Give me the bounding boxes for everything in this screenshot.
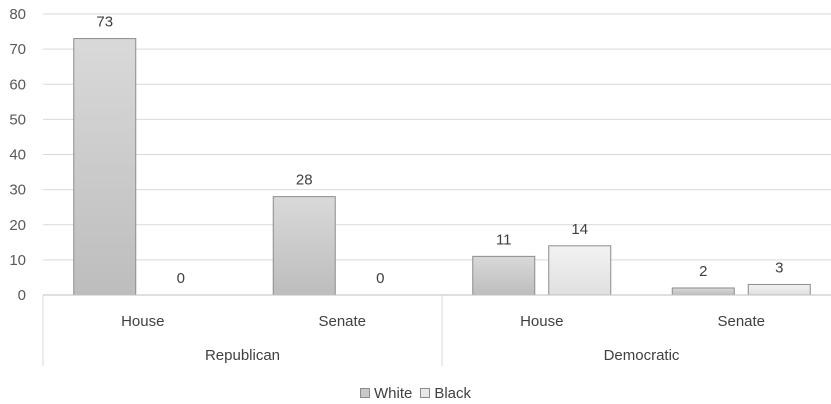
data-label-white: 28 <box>296 172 313 189</box>
x-axis: House Senate House Senate Republican Democrat… <box>42 294 831 366</box>
data-label-black: 14 <box>571 221 588 238</box>
legend-label-black: Black <box>434 384 472 402</box>
x-category-label: Senate <box>717 313 765 330</box>
gridlines <box>43 13 831 261</box>
bar-white <box>73 38 137 296</box>
y-tick-label: 50 <box>9 111 26 128</box>
y-tick-label: 30 <box>9 182 26 199</box>
y-tick-label: 60 <box>9 76 26 93</box>
bar-white <box>472 255 536 296</box>
data-label-white: 11 <box>496 231 512 248</box>
data-label-black: 0 <box>177 270 185 287</box>
data-label-white: 2 <box>699 263 707 280</box>
data-label-black: 3 <box>775 259 783 276</box>
data-label-white: 73 <box>96 14 113 31</box>
x-category-label: House <box>520 313 563 330</box>
x-category-label: House <box>121 313 164 330</box>
y-tick-label: 0 <box>18 287 26 304</box>
legend-item-black: Black <box>420 385 471 402</box>
bars <box>73 38 811 296</box>
bar-black <box>548 245 612 296</box>
x-category-label: Senate <box>318 313 366 330</box>
y-tick-label: 40 <box>9 147 26 164</box>
y-tick-label: 10 <box>9 252 26 269</box>
legend-swatch-white <box>359 388 370 398</box>
y-tick-label: 70 <box>9 41 26 58</box>
data-label-black: 0 <box>376 270 384 287</box>
y-tick-label: 20 <box>9 217 26 234</box>
legend-item-white: White <box>359 384 413 402</box>
legend-label-white: White <box>373 384 413 402</box>
bar-white <box>272 196 336 296</box>
legend-swatch-black <box>420 388 431 398</box>
data-labels: 73 0 28 0 11 14 2 3 <box>96 14 783 287</box>
y-tick-label: 80 <box>9 6 26 23</box>
legend: White Black <box>0 383 831 403</box>
x-group-label: Republican <box>205 347 280 364</box>
y-axis-ticks: 0 10 20 30 40 50 60 70 80 <box>9 6 26 304</box>
bar-black <box>747 283 811 296</box>
bar-white <box>671 287 735 296</box>
x-group-label: Democratic <box>604 347 680 364</box>
